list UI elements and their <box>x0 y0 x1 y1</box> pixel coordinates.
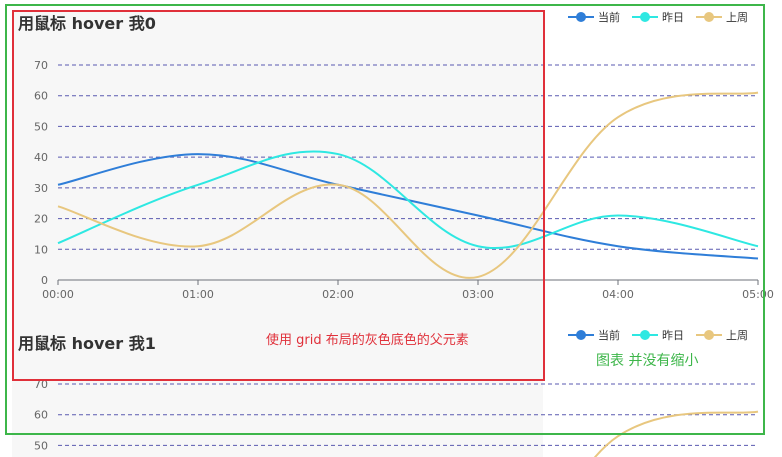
legend-label-current: 当前 <box>598 329 620 342</box>
legend-swatch-last-week <box>696 329 722 341</box>
legend-item-last-week[interactable]: 上周 <box>696 327 748 343</box>
series-line-当前 <box>57 153 759 260</box>
y-tick-label: 50 <box>34 120 48 133</box>
chart-extent-highlight-box <box>5 4 765 435</box>
y-tick-label: 70 <box>34 59 48 72</box>
y-tick-label: 20 <box>34 213 48 226</box>
x-tick-label: 02:00 <box>322 288 354 301</box>
legend-label-yesterday: 昨日 <box>662 11 684 24</box>
chart-1-legend: 当前 昨日 上周 <box>568 327 760 343</box>
legend-swatch-yesterday <box>632 11 658 23</box>
legend-label-last-week: 上周 <box>726 329 748 342</box>
legend-swatch-yesterday <box>632 329 658 341</box>
legend-label-current: 当前 <box>598 11 620 24</box>
x-tick-label: 03:00 <box>462 288 494 301</box>
y-tick-label: 40 <box>34 151 48 164</box>
y-tick-label: 10 <box>34 243 48 256</box>
chart-0-title[interactable]: 用鼠标 hover 我0 <box>18 14 156 33</box>
legend-swatch-current <box>568 11 594 23</box>
chart-1-content: 50 60 70 <box>34 378 759 457</box>
chart-not-shrunk-annotation: 图表 并没有缩小 <box>596 353 699 369</box>
legend-swatch-last-week <box>696 11 722 23</box>
legend-item-yesterday[interactable]: 昨日 <box>632 9 684 25</box>
grid-parent-background <box>12 10 543 379</box>
legend-swatch-current <box>568 329 594 341</box>
grid-parent-annotation: 使用 grid 布局的灰色底色的父元素 <box>266 333 469 348</box>
y-tick-label: 0 <box>41 274 48 287</box>
grid-parent-highlight-box <box>12 10 545 381</box>
y-tick-label: 30 <box>34 182 48 195</box>
legend-item-current[interactable]: 当前 <box>568 9 620 25</box>
legend-label-last-week: 上周 <box>726 11 748 24</box>
chart-1-title[interactable]: 用鼠标 hover 我1 <box>18 334 156 353</box>
series-line-上周 <box>593 410 759 457</box>
chart-0-legend: 当前 昨日 上周 <box>568 9 760 25</box>
series-line-昨日 <box>57 150 759 249</box>
y-tick-label: 70 <box>34 378 48 391</box>
x-tick-label: 05:00 <box>742 288 774 301</box>
x-tick-label: 04:00 <box>602 288 634 301</box>
legend-item-last-week[interactable]: 上周 <box>696 9 748 25</box>
y-tick-label: 60 <box>34 90 48 103</box>
chart-0-content: 0 10 20 30 40 50 60 70 00:00 01:00 02:00 03:00 04:00… <box>34 59 774 301</box>
x-tick-label: 01:00 <box>182 288 214 301</box>
legend-item-yesterday[interactable]: 昨日 <box>632 327 684 343</box>
legend-label-yesterday: 昨日 <box>662 329 684 342</box>
grid-parent-background-lower <box>12 381 543 457</box>
y-tick-label: 50 <box>34 439 48 452</box>
series-line-上周 <box>57 91 759 279</box>
y-tick-label: 60 <box>34 409 48 422</box>
x-tick-label: 00:00 <box>42 288 74 301</box>
legend-item-current[interactable]: 当前 <box>568 327 620 343</box>
